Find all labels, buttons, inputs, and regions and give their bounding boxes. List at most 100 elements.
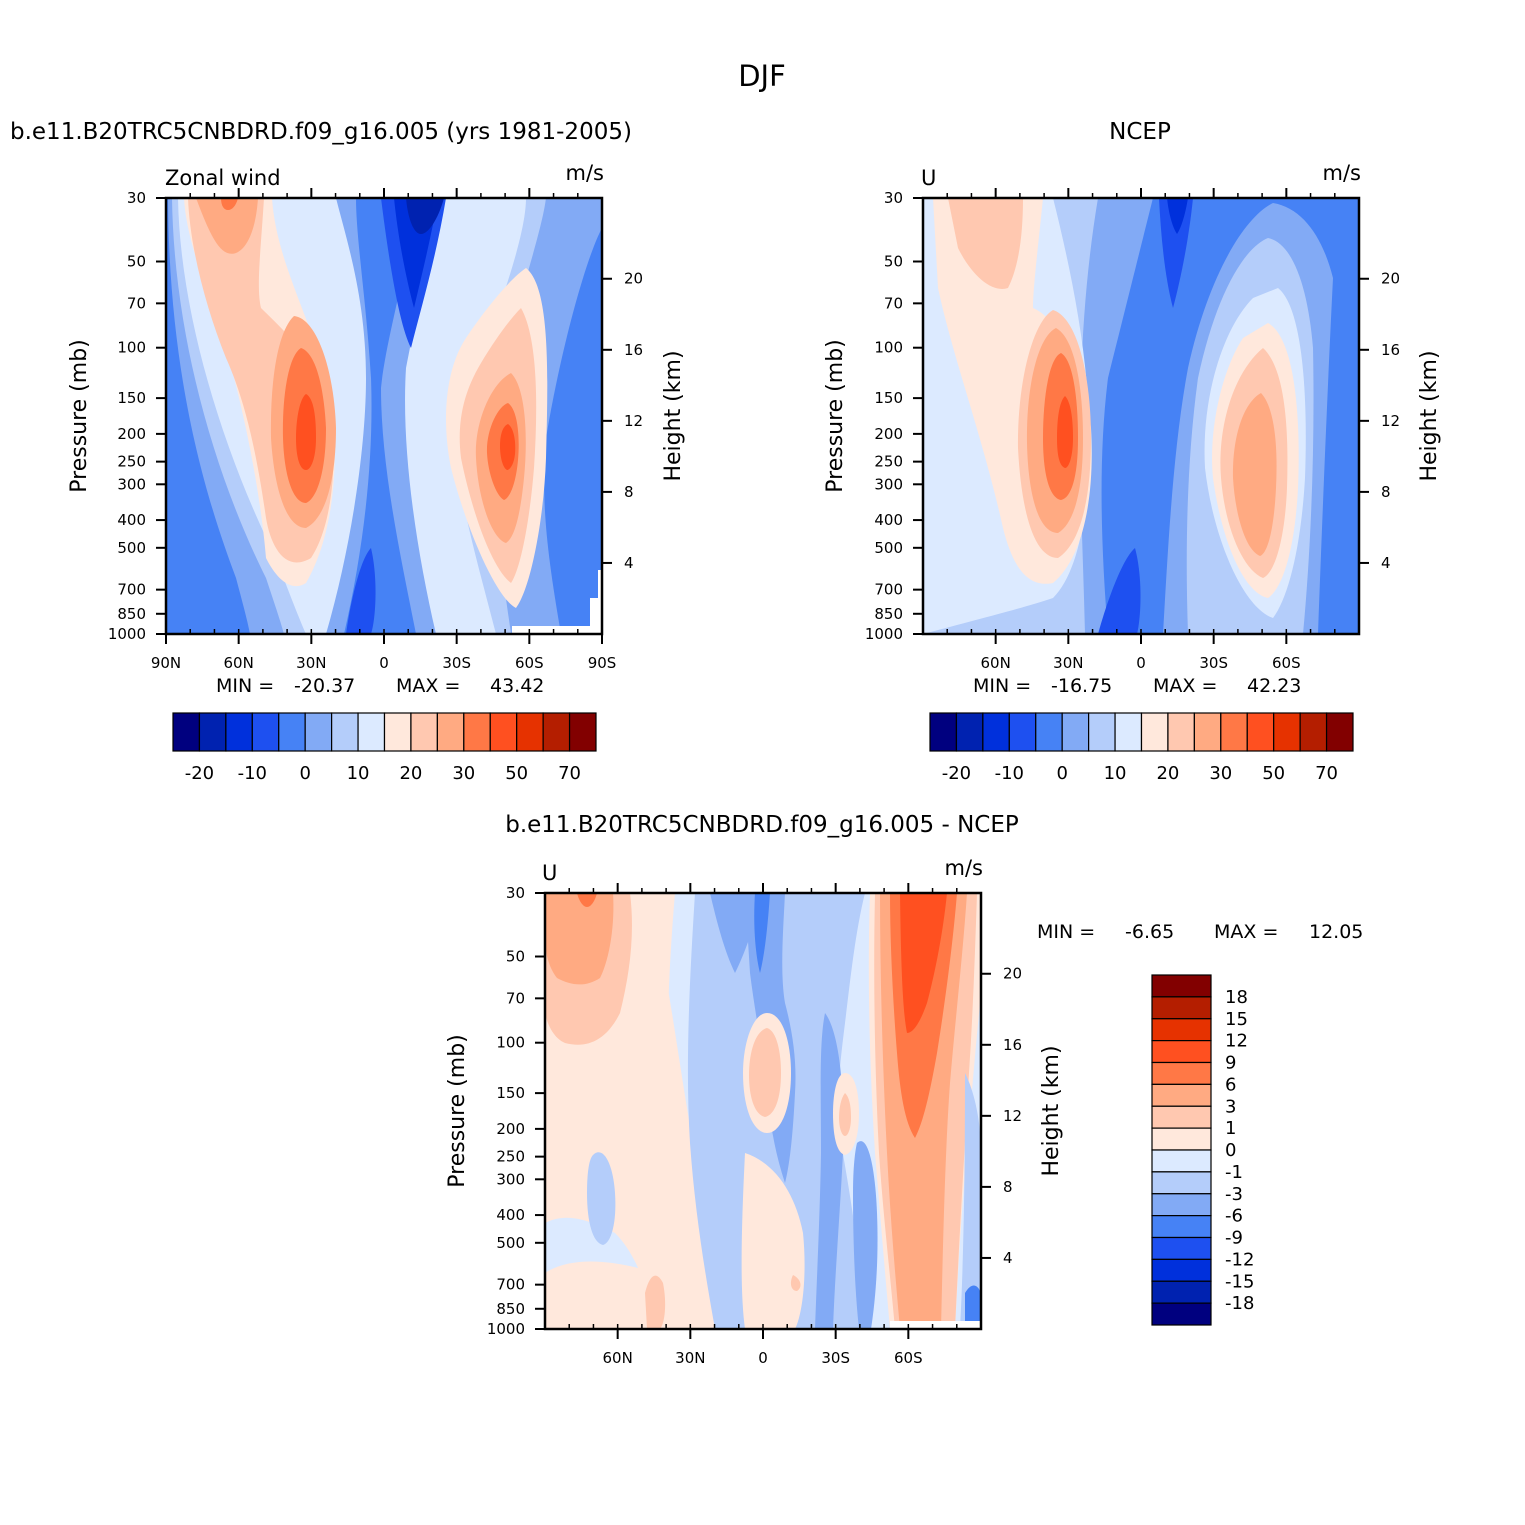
y-tick-label: 700 bbox=[874, 581, 903, 599]
colorbar-box bbox=[1151, 1193, 1212, 1217]
colorbar-box bbox=[568, 712, 597, 752]
y-tick-label: 250 bbox=[496, 1148, 525, 1166]
panel-model-units-label: m/s bbox=[566, 161, 604, 185]
y-tick-label: 150 bbox=[496, 1084, 525, 1102]
y-tick-label: 500 bbox=[117, 539, 146, 557]
colorbar-box bbox=[1114, 712, 1143, 752]
height-tick-label: 4 bbox=[624, 554, 634, 572]
panel-model-ylabel-right: Height (km) bbox=[661, 350, 686, 481]
colorbar-box bbox=[1140, 712, 1169, 752]
colorbar-box bbox=[1151, 1236, 1212, 1260]
colorbar-box bbox=[1151, 1258, 1212, 1282]
y-tick-label: 400 bbox=[496, 1206, 525, 1224]
colorbar-box bbox=[542, 712, 571, 752]
panel-diff-max-label: MAX = bbox=[1214, 921, 1278, 943]
panel-diff-max-value: 12.05 bbox=[1309, 921, 1363, 943]
y-tick-label: 300 bbox=[117, 475, 146, 493]
panel-ncep-max-label: MAX = bbox=[1153, 675, 1217, 697]
y-tick-label: 500 bbox=[496, 1234, 525, 1252]
panel-model-min-label: MIN = bbox=[216, 675, 274, 697]
colorbar-box bbox=[982, 712, 1010, 752]
height-tick-label: 20 bbox=[1381, 270, 1400, 288]
colorbar-label: -20 bbox=[942, 763, 971, 784]
y-tick-label: 1000 bbox=[487, 1320, 525, 1338]
colorbar-label: 30 bbox=[452, 763, 475, 784]
panel-ncep-axes: 60N 30N 0 30S 60S 30 50 70 100 150 200 250 300 400 500… bbox=[865, 188, 1400, 672]
colorbar-box bbox=[1167, 712, 1195, 752]
colorbar-box bbox=[1151, 974, 1212, 998]
y-tick-label: 150 bbox=[117, 389, 146, 407]
colorbar-box bbox=[1273, 712, 1301, 752]
y-tick-label: 100 bbox=[117, 339, 146, 357]
colorbar-box bbox=[463, 712, 491, 752]
colorbar-box bbox=[436, 712, 465, 752]
height-tick-label: 12 bbox=[1381, 412, 1400, 430]
colorbar-label: -1 bbox=[1225, 1162, 1243, 1183]
panel-ncep-ylabel: Pressure (mb) bbox=[823, 339, 848, 493]
panel-ncep-min-value: -16.75 bbox=[1051, 675, 1112, 697]
height-tick-label: 20 bbox=[624, 270, 643, 288]
panel-diff-ylabel-right: Height (km) bbox=[1039, 1045, 1064, 1176]
y-tick-label: 850 bbox=[496, 1300, 525, 1318]
height-tick-label: 8 bbox=[624, 483, 634, 501]
colorbar-label: 18 bbox=[1225, 987, 1248, 1008]
colorbar-box bbox=[489, 712, 518, 752]
panel-diff-variable-label: U bbox=[542, 861, 557, 885]
x-tick-label: 30S bbox=[442, 654, 471, 672]
colorbar-box bbox=[1151, 1215, 1212, 1239]
panel-ncep-units-label: m/s bbox=[1323, 161, 1361, 185]
x-tick-label: 30S bbox=[821, 1349, 850, 1367]
panel-model-axes: 90N 60N 30N 0 30S 60S 90S 30 50 70 100 150 200 250 300… bbox=[108, 188, 643, 672]
panel-model-max-value: 43.42 bbox=[490, 675, 544, 697]
colorbar-label: 30 bbox=[1209, 763, 1232, 784]
x-tick-label: 90N bbox=[151, 654, 181, 672]
panel-ncep-colorbar: -20 -10 0 10 20 30 50 70 bbox=[929, 712, 1354, 784]
x-tick-label: 30N bbox=[675, 1349, 705, 1367]
panel-model-title: b.e11.B20TRC5CNBDRD.f09_g16.005 (yrs 198… bbox=[10, 119, 632, 145]
colorbar-label: 70 bbox=[558, 763, 581, 784]
panel-diff-units-label: m/s bbox=[945, 856, 983, 880]
y-tick-label: 1000 bbox=[108, 625, 146, 643]
colorbar-box bbox=[1151, 1149, 1212, 1173]
colorbar-label: -10 bbox=[238, 763, 267, 784]
colorbar-box bbox=[929, 712, 958, 752]
colorbar-label: -3 bbox=[1225, 1184, 1243, 1205]
panel-ncep-variable-label: U bbox=[921, 166, 936, 190]
x-tick-label: 60N bbox=[981, 654, 1011, 672]
panel-ncep-ylabel-right: Height (km) bbox=[1417, 350, 1442, 481]
x-tick-label: 90S bbox=[588, 654, 617, 672]
y-tick-label: 1000 bbox=[865, 625, 903, 643]
colorbar-box bbox=[198, 712, 227, 752]
colorbar-label: -20 bbox=[185, 763, 214, 784]
x-tick-label: 30S bbox=[1199, 654, 1228, 672]
colorbar-box bbox=[1035, 712, 1063, 752]
colorbar-box bbox=[955, 712, 984, 752]
colorbar-label: 10 bbox=[347, 763, 370, 784]
height-tick-label: 4 bbox=[1381, 554, 1391, 572]
figure-title: DJF bbox=[738, 59, 786, 93]
panel-diff-axes: 60N 30N 0 30S 60S 30 50 70 100 150 200 250 300 400 500… bbox=[487, 883, 1022, 1367]
colorbar-box bbox=[1151, 1040, 1212, 1064]
x-tick-label: 60S bbox=[1272, 654, 1301, 672]
colorbar-label: 1 bbox=[1225, 1118, 1236, 1139]
y-tick-label: 700 bbox=[496, 1276, 525, 1294]
colorbar-box bbox=[251, 712, 280, 752]
y-tick-label: 250 bbox=[874, 453, 903, 471]
panel-model-max-label: MAX = bbox=[396, 675, 460, 697]
colorbar-box bbox=[1151, 1061, 1212, 1085]
colorbar-label: 10 bbox=[1104, 763, 1127, 784]
y-tick-label: 150 bbox=[874, 389, 903, 407]
height-tick-label: 12 bbox=[624, 412, 643, 430]
colorbar-label: 12 bbox=[1225, 1031, 1248, 1052]
x-tick-label: 60S bbox=[894, 1349, 923, 1367]
colorbar-box bbox=[1151, 1083, 1212, 1107]
height-tick-label: 12 bbox=[1003, 1107, 1022, 1125]
y-tick-label: 100 bbox=[496, 1034, 525, 1052]
x-tick-label: 60N bbox=[224, 654, 254, 672]
colorbar-label: -6 bbox=[1225, 1206, 1243, 1227]
x-tick-label: 60N bbox=[603, 1349, 633, 1367]
colorbar-label: 0 bbox=[299, 763, 310, 784]
panel-diff-title: b.e11.B20TRC5CNBDRD.f09_g16.005 - NCEP bbox=[505, 812, 1019, 838]
y-tick-label: 200 bbox=[496, 1120, 525, 1138]
